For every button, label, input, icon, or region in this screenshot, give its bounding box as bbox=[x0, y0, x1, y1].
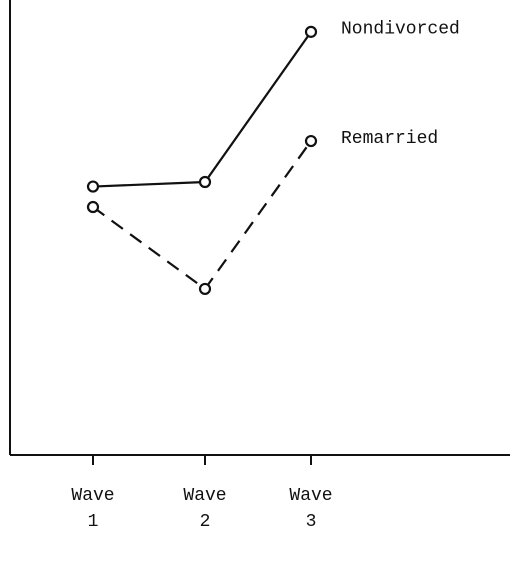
point bbox=[86, 180, 100, 193]
x-tick-label: Wave 2 bbox=[183, 486, 226, 532]
series-label: Nondivorced bbox=[341, 20, 460, 40]
point bbox=[198, 282, 212, 296]
series-line bbox=[92, 140, 312, 291]
point bbox=[86, 200, 100, 214]
point bbox=[304, 25, 318, 38]
x-tick-label: Wave 3 bbox=[289, 486, 332, 532]
x-tick-label: Wave 1 bbox=[71, 486, 114, 532]
point bbox=[198, 175, 212, 189]
series-line bbox=[92, 31, 312, 188]
point bbox=[304, 134, 318, 148]
series-label: Remarried bbox=[341, 129, 438, 149]
